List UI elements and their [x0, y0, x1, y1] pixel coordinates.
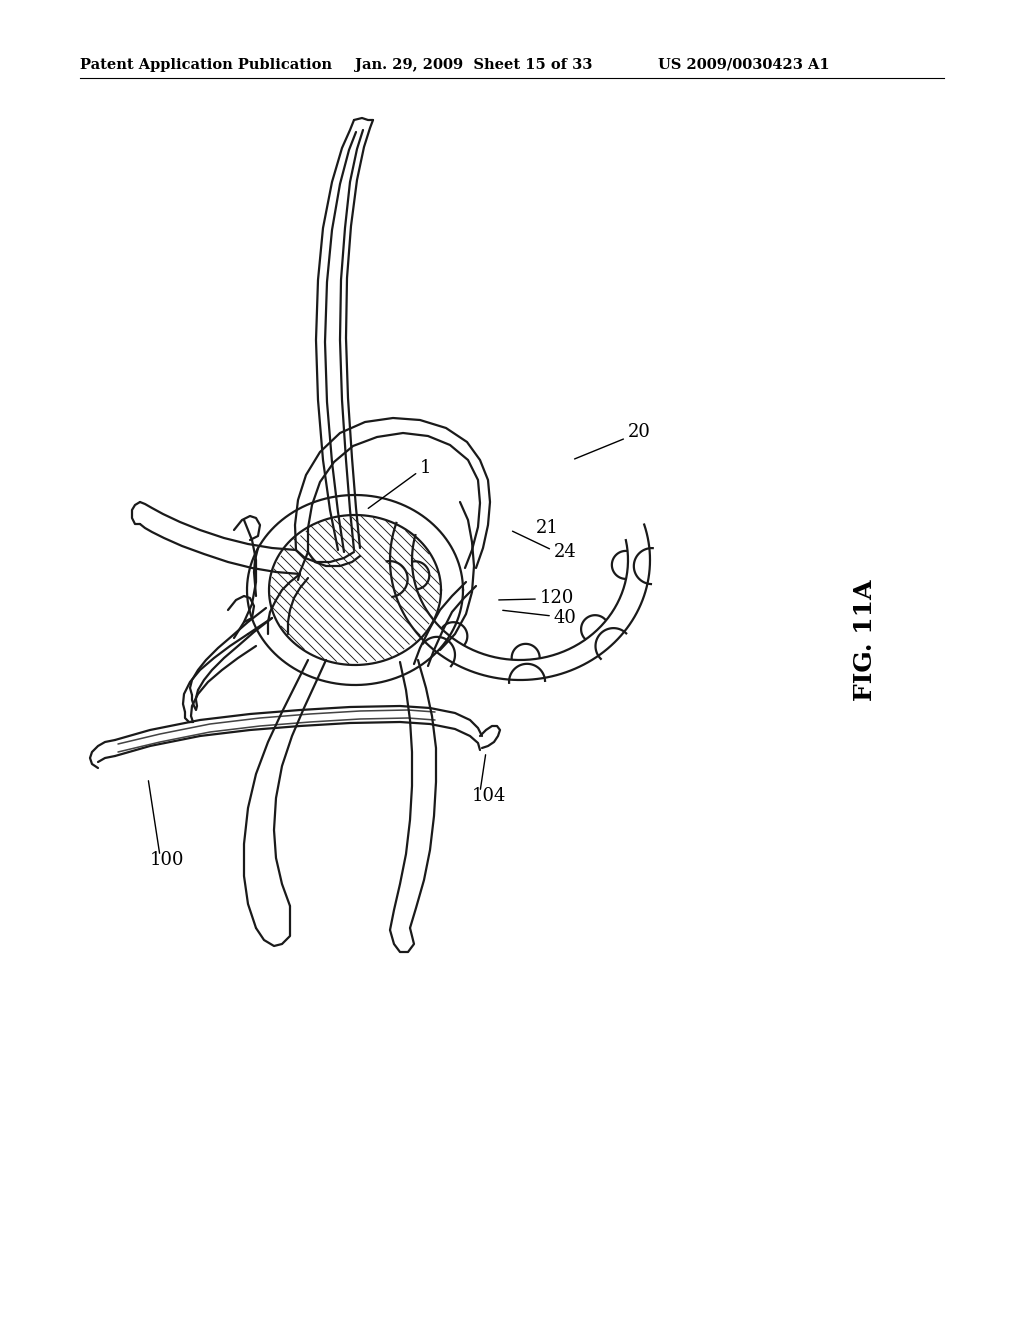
Text: 21: 21 [536, 519, 559, 537]
Text: US 2009/0030423 A1: US 2009/0030423 A1 [658, 58, 829, 73]
Text: 20: 20 [628, 422, 651, 441]
Text: 24: 24 [554, 543, 577, 561]
Text: 100: 100 [150, 851, 184, 869]
Text: FIG. 11A: FIG. 11A [853, 579, 877, 701]
Text: 120: 120 [540, 589, 574, 607]
Text: 1: 1 [420, 459, 431, 477]
Text: Jan. 29, 2009  Sheet 15 of 33: Jan. 29, 2009 Sheet 15 of 33 [355, 58, 592, 73]
Text: Patent Application Publication: Patent Application Publication [80, 58, 332, 73]
Text: 40: 40 [554, 609, 577, 627]
Text: 104: 104 [472, 787, 507, 805]
